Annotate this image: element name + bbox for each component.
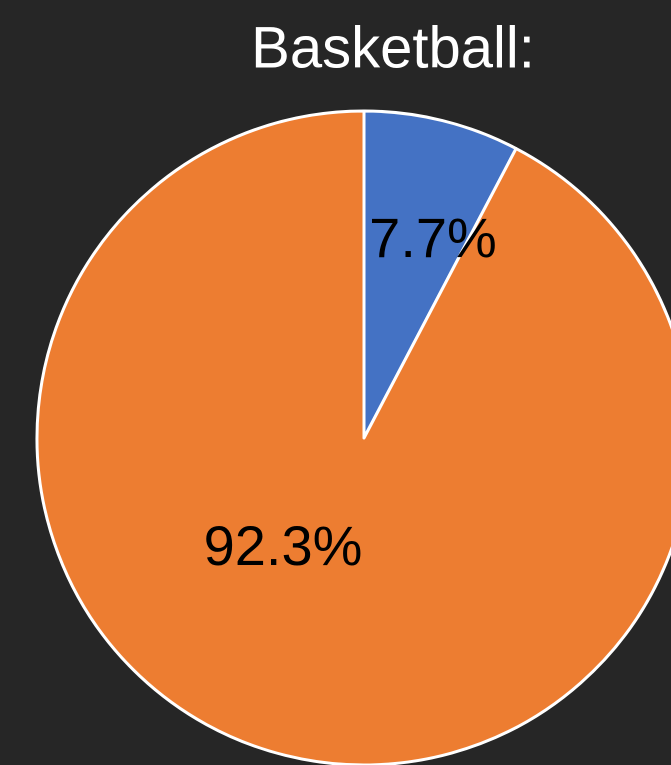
pie-slice bbox=[362, 109, 518, 440]
data-label: 7.7% bbox=[369, 206, 497, 269]
chart-title: Basketball: bbox=[251, 15, 535, 80]
pie-slice bbox=[35, 109, 671, 765]
data-label: 92.3% bbox=[204, 514, 363, 577]
